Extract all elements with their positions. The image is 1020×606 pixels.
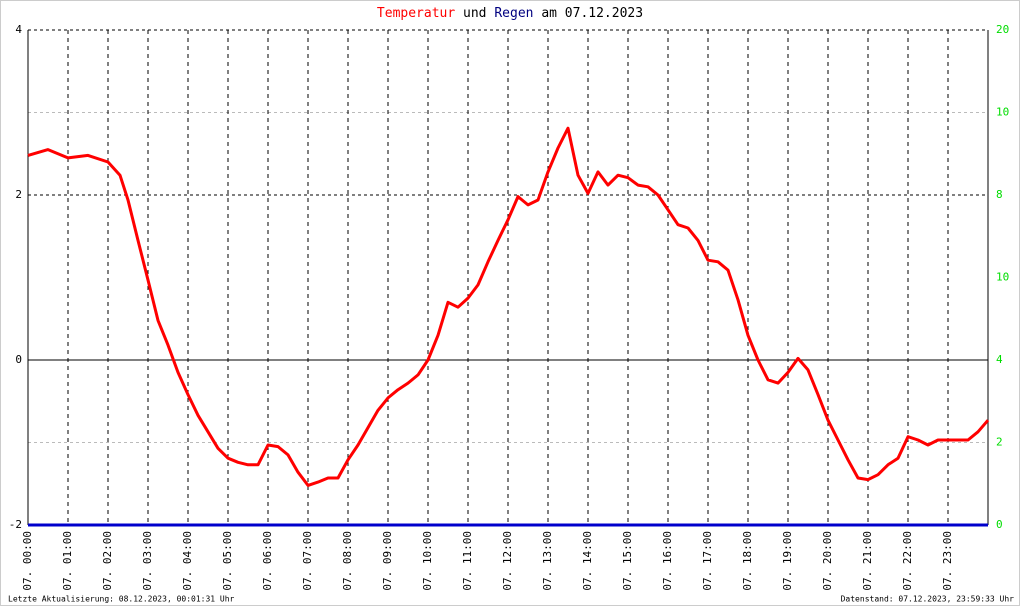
title-part: Temperatur bbox=[377, 6, 455, 21]
y2-tick-label: 10 bbox=[996, 106, 1009, 119]
x-tick-label: 07. 00:00 bbox=[21, 531, 34, 591]
y2-tick-label: 2 bbox=[996, 436, 1003, 449]
x-tick-label: 07. 23:00 bbox=[941, 531, 954, 591]
y-tick-label: 4 bbox=[15, 23, 22, 36]
y2-tick-label: 20 bbox=[996, 23, 1009, 36]
x-tick-label: 07. 22:00 bbox=[901, 531, 914, 591]
y2-tick-label: 8 bbox=[996, 188, 1003, 201]
x-tick-label: 07. 14:00 bbox=[581, 531, 594, 591]
title-part: Regen bbox=[494, 6, 533, 21]
x-tick-label: 07. 10:00 bbox=[421, 531, 434, 591]
x-tick-label: 07. 19:00 bbox=[781, 531, 794, 591]
x-tick-label: 07. 07:00 bbox=[301, 531, 314, 591]
temperature-line bbox=[27, 126, 990, 487]
footer-right: Datenstand: 07.12.2023, 23:59:33 Uhr bbox=[841, 595, 1015, 604]
footer-left: Letzte Aktualisierung: 08.12.2023, 00:01… bbox=[8, 595, 235, 604]
chart-title: Temperatur und Regen am 07.12.2023 bbox=[377, 6, 643, 21]
y-tick-label: -2 bbox=[9, 518, 22, 531]
x-tick-label: 07. 01:00 bbox=[61, 531, 74, 591]
x-tick-label: 07. 13:00 bbox=[541, 531, 554, 591]
x-tick-label: 07. 03:00 bbox=[141, 531, 154, 591]
x-tick-label: 07. 17:00 bbox=[701, 531, 714, 591]
x-tick-label: 07. 15:00 bbox=[621, 531, 634, 591]
y-tick-label: 0 bbox=[15, 353, 22, 366]
y2-tick-label: 10 bbox=[996, 271, 1009, 284]
x-tick-label: 07. 09:00 bbox=[381, 531, 394, 591]
title-part: am 07.12.2023 bbox=[541, 6, 643, 21]
x-tick-label: 07. 12:00 bbox=[501, 531, 514, 591]
x-tick-label: 07. 11:00 bbox=[461, 531, 474, 591]
x-tick-label: 07. 18:00 bbox=[741, 531, 754, 591]
y-tick-label: 2 bbox=[15, 188, 22, 201]
x-tick-label: 07. 21:00 bbox=[861, 531, 874, 591]
x-tick-label: 07. 04:00 bbox=[181, 531, 194, 591]
x-tick-label: 07. 16:00 bbox=[661, 531, 674, 591]
x-tick-label: 07. 06:00 bbox=[261, 531, 274, 591]
x-tick-label: 07. 02:00 bbox=[101, 531, 114, 591]
title-part: und bbox=[463, 6, 486, 21]
x-tick-label: 07. 08:00 bbox=[341, 531, 354, 591]
y2-tick-label: 4 bbox=[996, 353, 1003, 366]
y2-tick-label: 0 bbox=[996, 518, 1003, 531]
x-tick-label: 07. 20:00 bbox=[821, 531, 834, 591]
x-tick-label: 07. 05:00 bbox=[221, 531, 234, 591]
